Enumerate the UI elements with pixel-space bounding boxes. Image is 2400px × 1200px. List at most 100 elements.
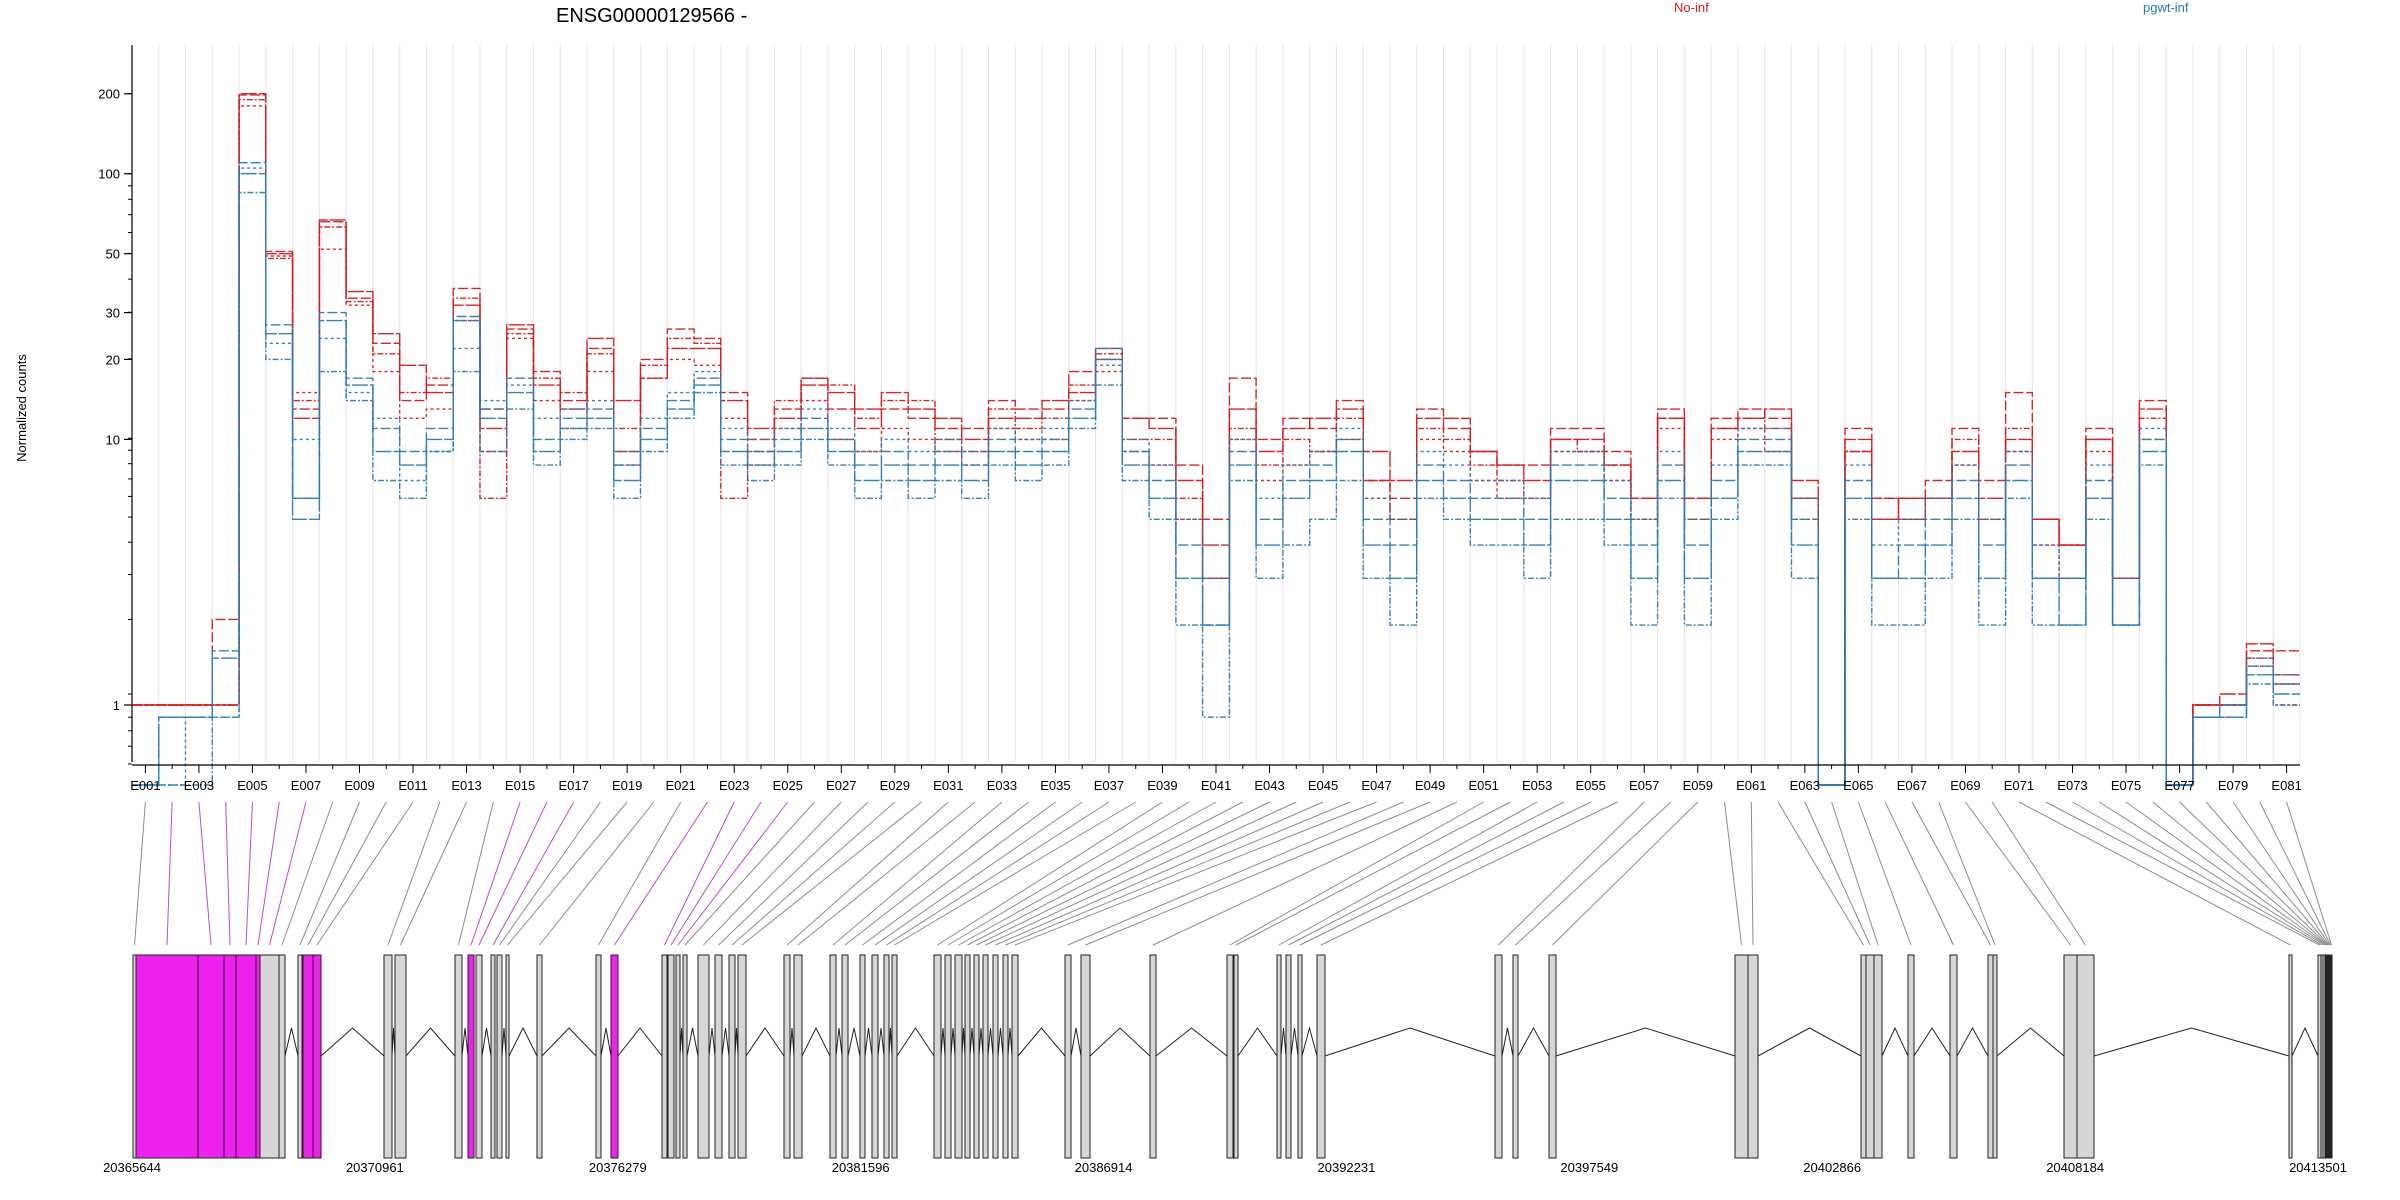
y-tick-label: 50 <box>106 247 120 262</box>
exon-connector <box>614 801 708 946</box>
intron <box>2291 1026 2319 1057</box>
exon-connector <box>844 801 1029 946</box>
intron <box>617 1027 663 1057</box>
exon-box <box>1907 954 1915 1159</box>
intron <box>864 1027 873 1057</box>
exon-box <box>1316 954 1326 1159</box>
intron <box>801 1026 831 1057</box>
exon-box <box>737 954 747 1159</box>
exon-connector <box>2098 801 2325 946</box>
exon-connector <box>478 801 548 946</box>
exon-connector <box>1299 801 1591 946</box>
genomic-coordinate-label: 20408184 <box>2046 1160 2104 1175</box>
exon-connector <box>1085 801 1431 946</box>
exon-connector <box>1965 801 2071 946</box>
exon-box <box>197 954 225 1159</box>
exon-box <box>829 954 837 1159</box>
x-tick-label: E031 <box>933 778 963 793</box>
intron <box>987 1027 994 1057</box>
intron <box>1280 1027 1287 1057</box>
intron <box>1290 1027 1299 1057</box>
intron <box>1017 1027 1066 1057</box>
x-tick-label: E035 <box>1040 778 1070 793</box>
y-tick-label: 30 <box>106 306 120 321</box>
exon-connector <box>2045 801 2320 946</box>
intron <box>1155 1027 1228 1057</box>
intron <box>1237 1027 1278 1057</box>
intron <box>969 1027 975 1057</box>
exon-box <box>135 954 199 1159</box>
exon-connector <box>299 801 360 946</box>
x-tick-label: E079 <box>2218 778 2248 793</box>
exon-connector <box>2205 801 2329 946</box>
exon-connectors <box>134 801 2332 946</box>
x-axis: E001 E003 E005 E007 E009 E011 E013 E015 E017 E019… <box>130 764 2302 793</box>
intron <box>1956 1026 1989 1057</box>
y-tick-label: 10 <box>106 432 120 447</box>
exon-connector <box>886 801 1110 946</box>
exon-box <box>490 954 496 1159</box>
exon-box <box>675 954 681 1159</box>
exon-connector <box>2259 801 2331 946</box>
x-tick-label: E081 <box>2271 778 2301 793</box>
intron <box>1301 1026 1318 1057</box>
exon-connector <box>862 801 1056 946</box>
exon-box <box>394 954 407 1159</box>
exon-box <box>467 954 475 1159</box>
y-tick-label: 20 <box>106 352 120 367</box>
genomic-coordinate-label: 20402866 <box>1803 1160 1861 1175</box>
exon-connector <box>731 801 896 946</box>
intron <box>1007 1027 1013 1057</box>
exon-connector <box>257 801 280 946</box>
exon-box <box>682 954 688 1159</box>
exon-box <box>1865 954 1875 1159</box>
exon-connector <box>499 801 601 946</box>
series-line-no-inf-3 <box>132 105 2300 786</box>
exon-connector <box>874 801 1083 946</box>
exon-box <box>1992 954 1998 1159</box>
exon-box <box>1002 954 1009 1159</box>
exon-connector <box>786 801 949 946</box>
exon-box <box>841 954 849 1159</box>
genomic-coordinate-label: 20392231 <box>1318 1160 1376 1175</box>
x-tick-label: E021 <box>666 778 696 793</box>
x-tick-label: E027 <box>826 778 856 793</box>
exon-connector <box>1278 801 1538 946</box>
exon-box <box>982 954 989 1159</box>
x-tick-label: E015 <box>505 778 535 793</box>
x-tick-label: E051 <box>1468 778 1498 793</box>
exon-box <box>697 954 710 1159</box>
exon-connector <box>134 801 146 946</box>
x-tick-label: E041 <box>1201 778 1231 793</box>
intron <box>284 1027 299 1057</box>
exon-connector <box>703 801 842 946</box>
x-tick-label: E057 <box>1629 778 1659 793</box>
intron <box>896 1027 935 1057</box>
exon-connector <box>684 801 815 946</box>
exon-connector <box>400 801 468 946</box>
x-tick-label: E053 <box>1522 778 1552 793</box>
series-line-pgwt-inf-2 <box>132 173 2300 786</box>
exon-box <box>1080 954 1091 1159</box>
intron <box>501 1027 507 1057</box>
x-tick-label: E013 <box>451 778 481 793</box>
legend-no-inf: No-inf <box>1674 0 1709 15</box>
exon-box <box>302 954 314 1159</box>
exon-box <box>1285 954 1292 1159</box>
exon-connector <box>1498 801 1645 946</box>
x-tick-label: E025 <box>773 778 803 793</box>
x-tick-label: E077 <box>2164 778 2194 793</box>
x-tick-label: E003 <box>184 778 214 793</box>
exon-connector <box>947 801 1190 946</box>
exon-connector <box>2125 801 2326 946</box>
intron <box>541 1027 597 1057</box>
intron <box>461 1027 469 1057</box>
exon-box <box>933 954 942 1159</box>
genomic-coordinate-label: 20370961 <box>346 1160 404 1175</box>
intron <box>1881 1026 1909 1057</box>
legend-pgwt-inf: pgwt-inf <box>2143 0 2189 15</box>
exon-connector <box>2072 801 2323 946</box>
exon-box <box>259 954 280 1159</box>
x-tick-label: E039 <box>1147 778 1177 793</box>
exon-connector <box>225 801 231 946</box>
